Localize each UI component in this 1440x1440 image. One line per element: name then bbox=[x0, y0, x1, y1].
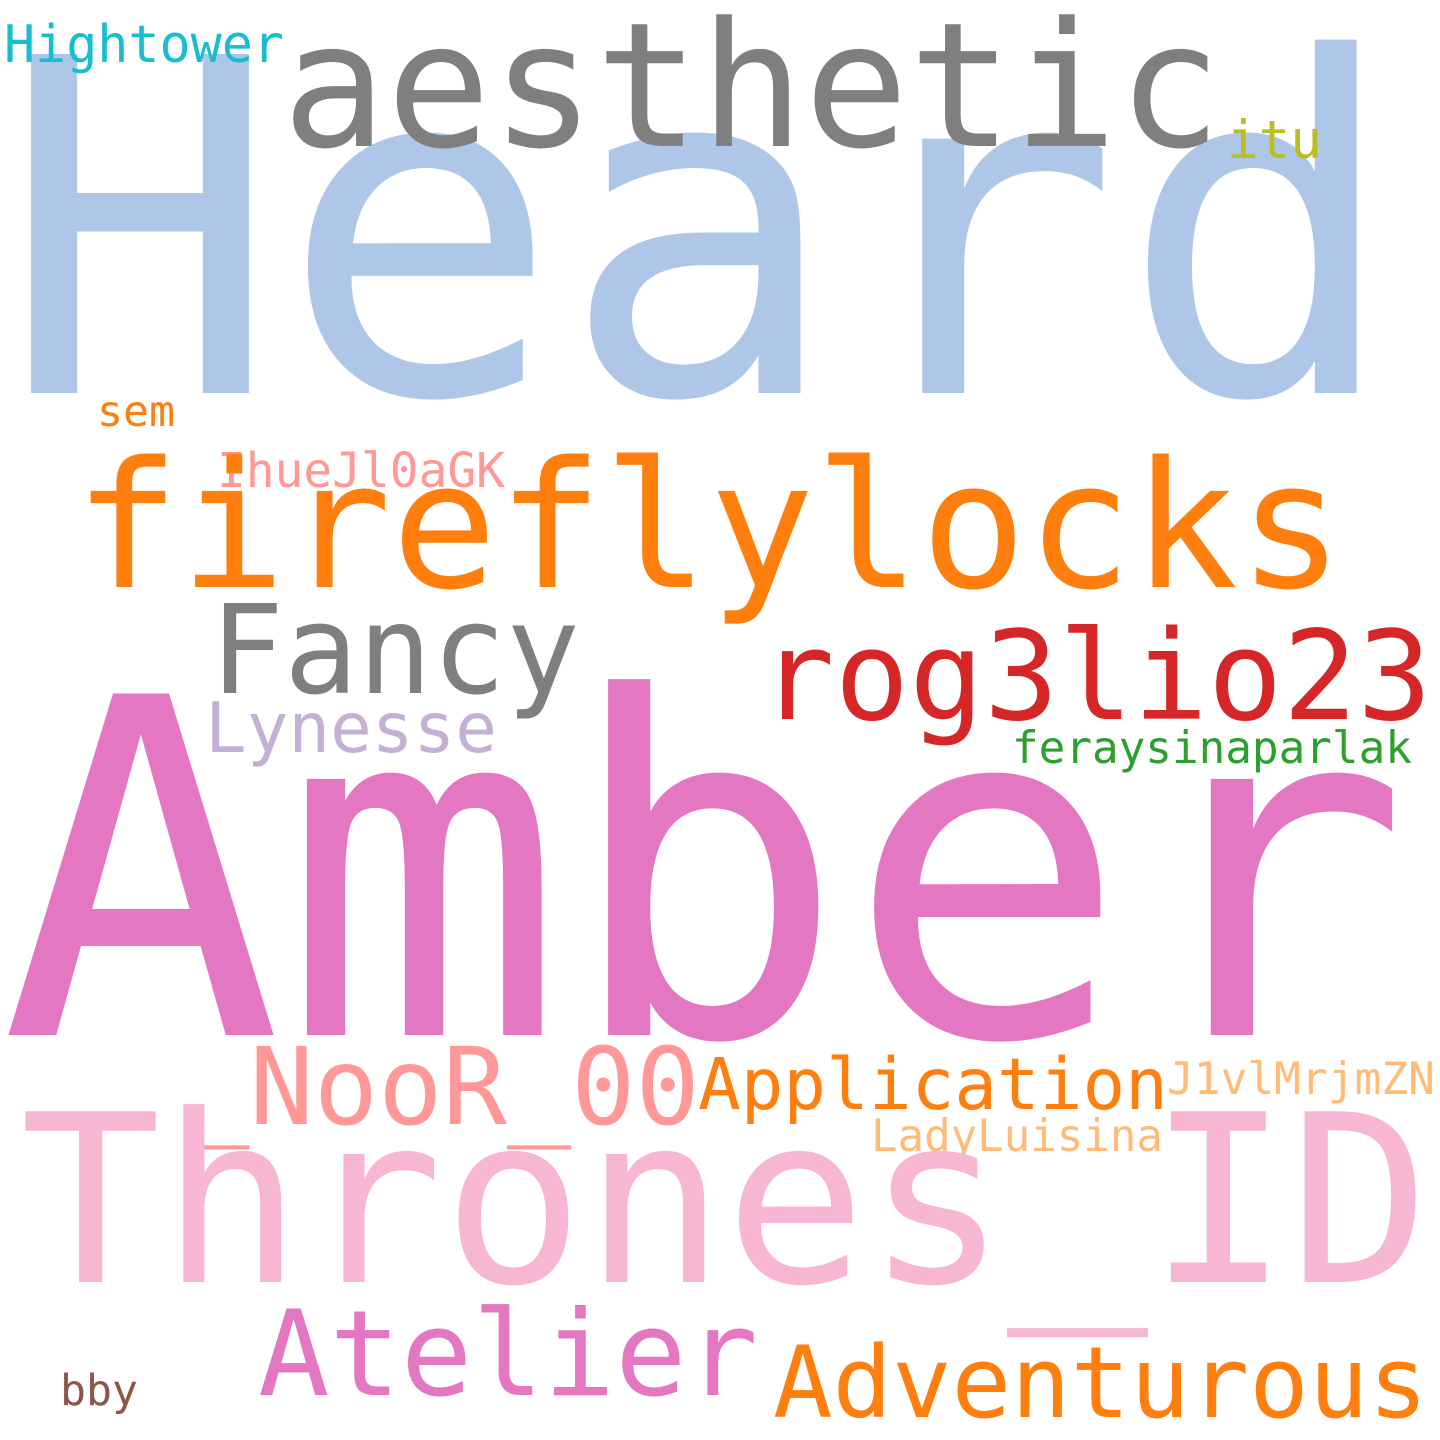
word-aesthetic: aesthetic bbox=[282, 0, 1222, 187]
word-thrones-id: Thrones_ID bbox=[20, 1066, 1430, 1338]
word-sem: sem bbox=[97, 387, 175, 437]
word-fancy: Fancy bbox=[210, 579, 580, 722]
word-noor-00: _NooR_00 bbox=[185, 1026, 700, 1150]
word-ihuejl0agk: IhueJl0aGK bbox=[217, 444, 505, 499]
word-hightower: Hightower bbox=[4, 15, 284, 75]
word-lynesse: Lynesse bbox=[205, 689, 497, 769]
word-amber: Amber bbox=[0, 601, 1410, 1146]
word-bby: bby bbox=[60, 1366, 138, 1416]
word-adventurous: Adventurous bbox=[773, 1326, 1428, 1440]
word-heard: Heard bbox=[0, 0, 1400, 503]
word-fireflylocks: fireflylocks bbox=[74, 425, 1344, 629]
word-feraysinaparlak: feraysinaparlak bbox=[1012, 723, 1412, 774]
word-rog3lio23: rog3lio23 bbox=[760, 605, 1432, 749]
word-ladyluisina: LadyLuisina bbox=[871, 1111, 1163, 1162]
word-application: Application bbox=[698, 1043, 1168, 1126]
word-atelier: Atelier bbox=[258, 1285, 758, 1423]
word-itu: itu bbox=[1227, 110, 1322, 171]
word-j1vlmrjmzn: J1vlMrjmZN bbox=[1167, 1054, 1435, 1105]
